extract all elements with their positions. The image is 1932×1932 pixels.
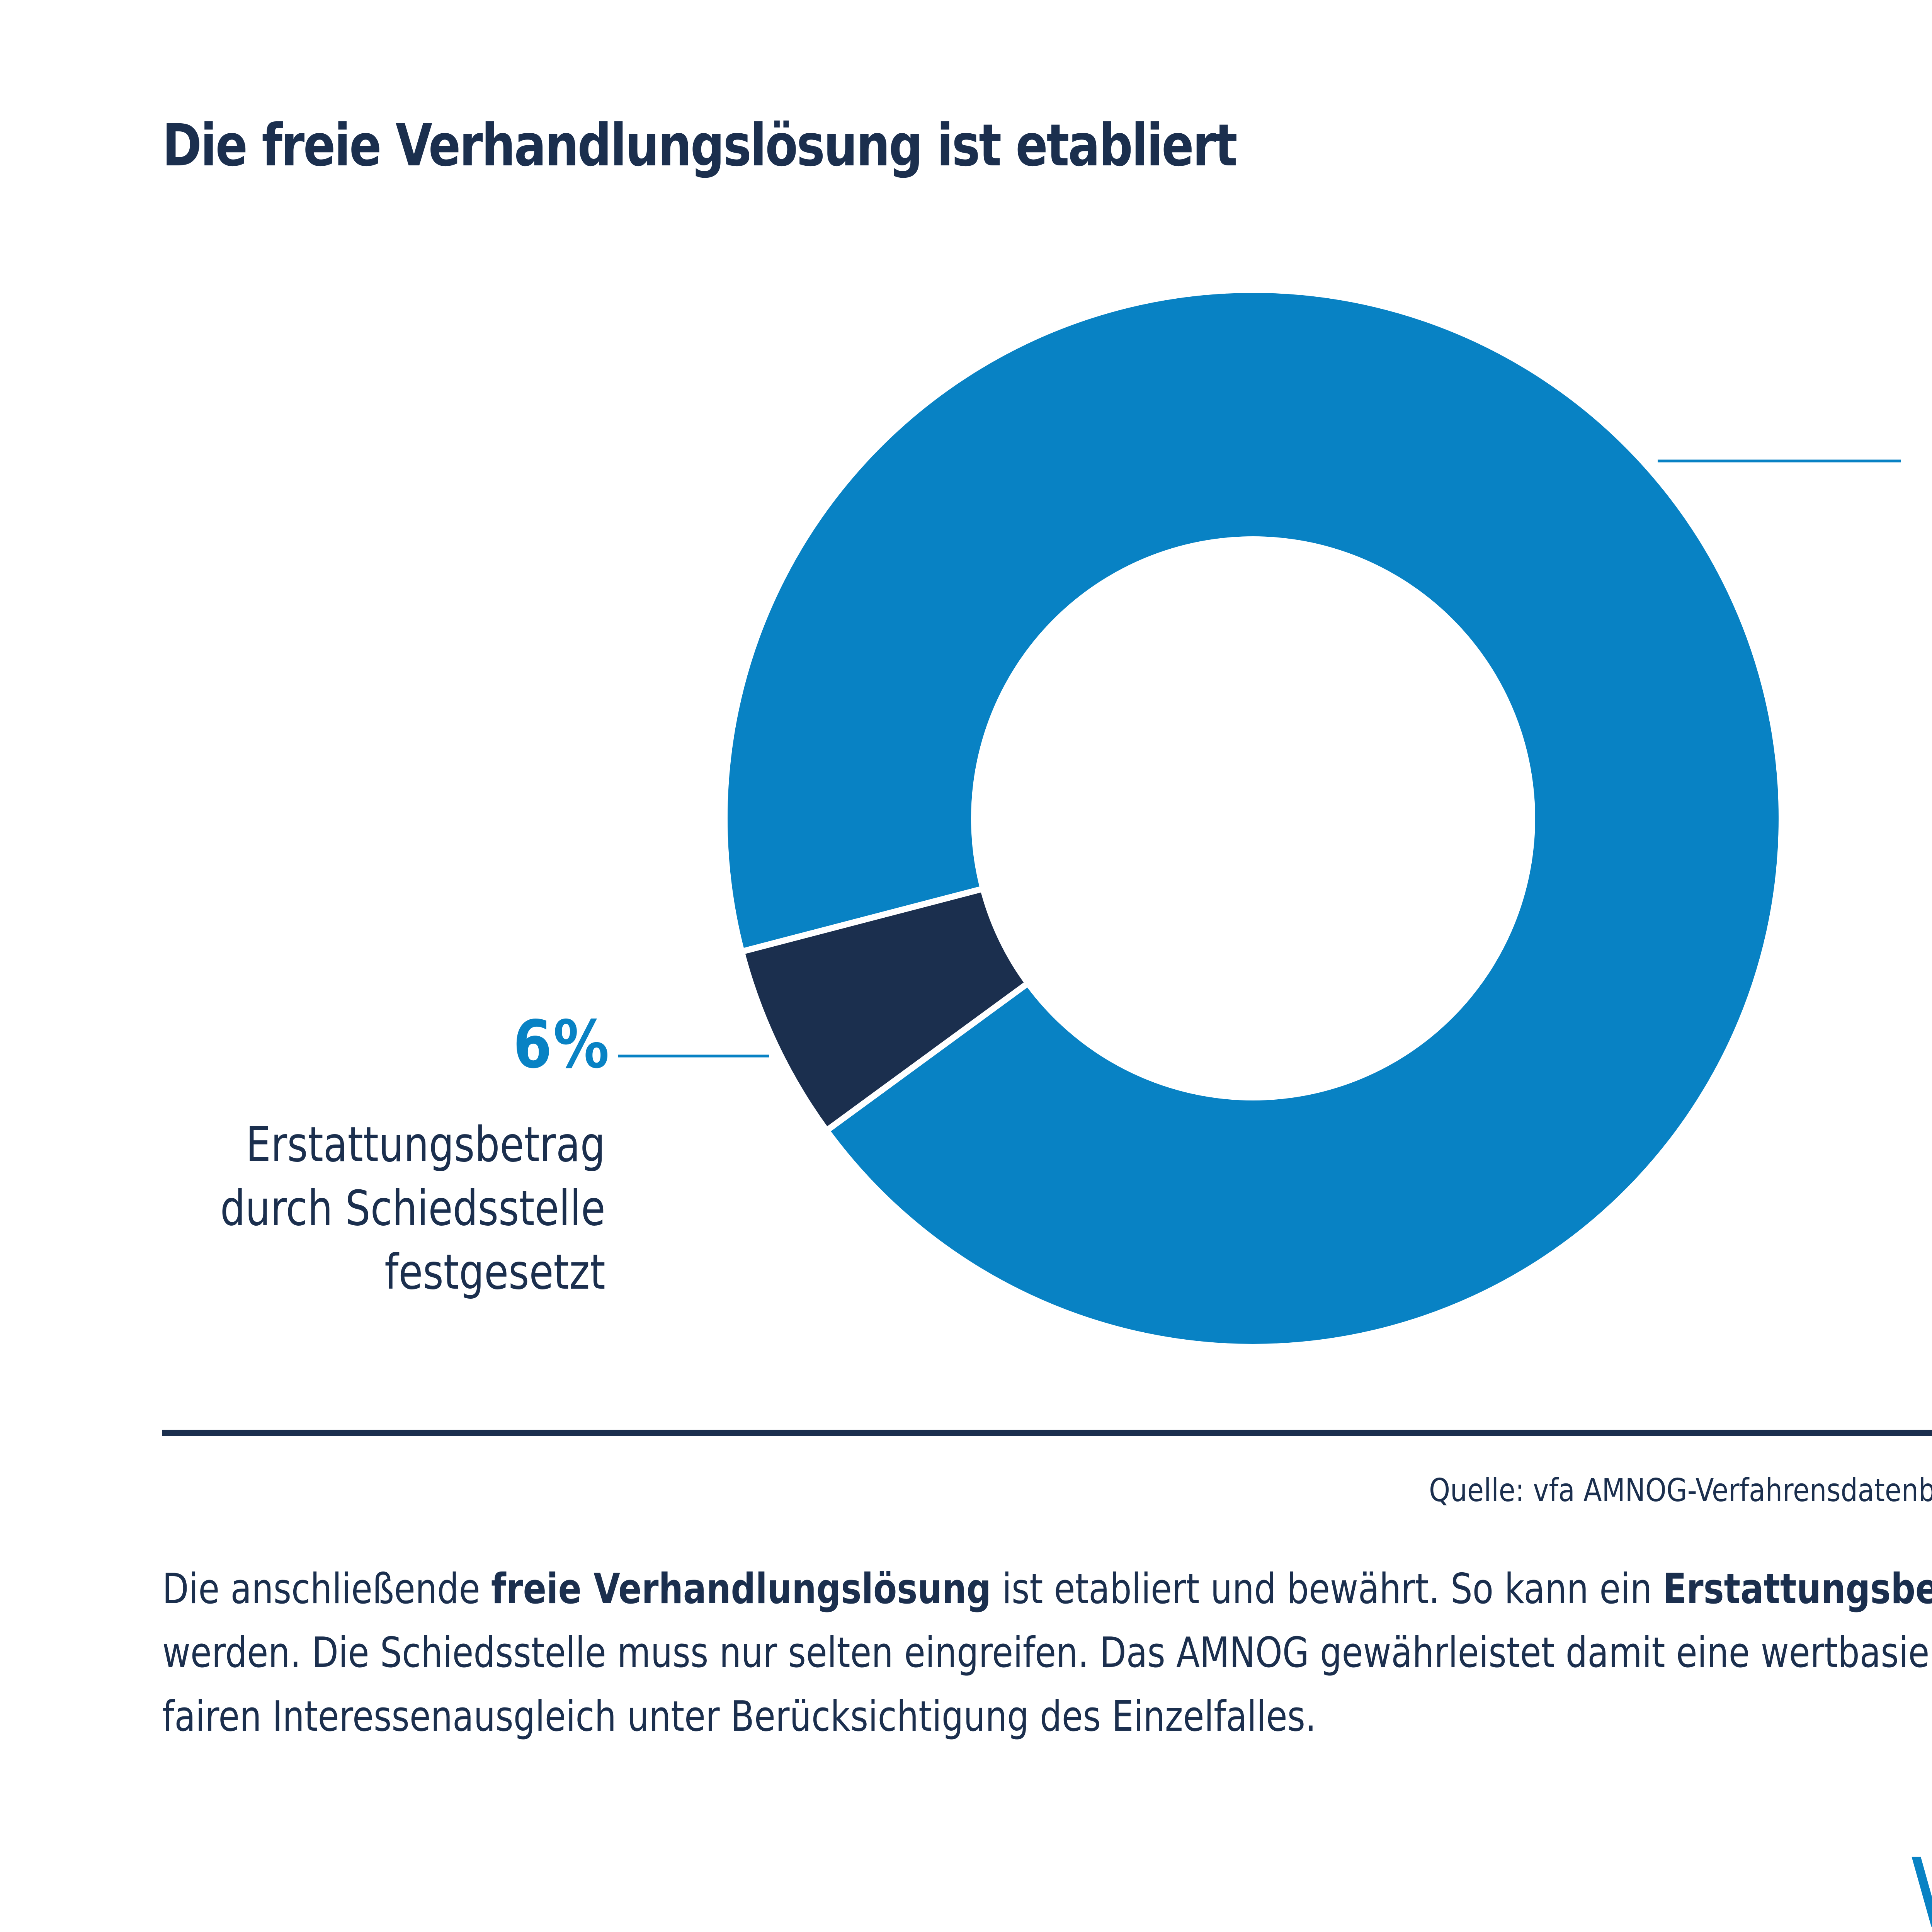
vfa-logo: vfa. Die forschenden Pharma-Unternehmen — [1909, 1808, 1932, 1932]
body-text-segment: werden. Die Schiedsstelle muss nur selte… — [162, 1629, 1932, 1741]
donut-slices — [721, 287, 1785, 1350]
body-text-segment: ist etabliert und bewährt. So kann ein — [991, 1565, 1663, 1613]
source-note: Quelle: vfa AMNOG-Verfahrensdatenbank, V… — [1429, 1472, 1932, 1509]
chart-title: Die freie Verhandlungslösung ist etablie… — [162, 112, 1238, 179]
donut-slice-6 — [738, 885, 1032, 1135]
category-label-line: durch Schiedsstelle — [220, 1180, 605, 1236]
divider-rule — [162, 1430, 1932, 1436]
emphasis-text: freie Verhandlungslösung — [491, 1565, 991, 1613]
category-label-schiedsstelle: Erstattungsbetrag durch Schiedsstelle fe… — [220, 1113, 605, 1304]
emphasis-text: Erstattungsbetrag in 94% verhandelt — [1663, 1565, 1932, 1613]
category-label-line: festgesetzt — [384, 1244, 605, 1300]
description-paragraph: Die anschließende freie Verhandlungslösu… — [162, 1557, 1932, 1748]
body-text-segment: Die anschließende — [162, 1565, 491, 1613]
category-label-line: Erstattungsbetrag — [246, 1117, 605, 1173]
vfa-logo-mark: vfa. — [1909, 1808, 1932, 1932]
value-label-6: 6% — [513, 1007, 611, 1083]
donut-slice-94 — [721, 287, 1785, 1350]
